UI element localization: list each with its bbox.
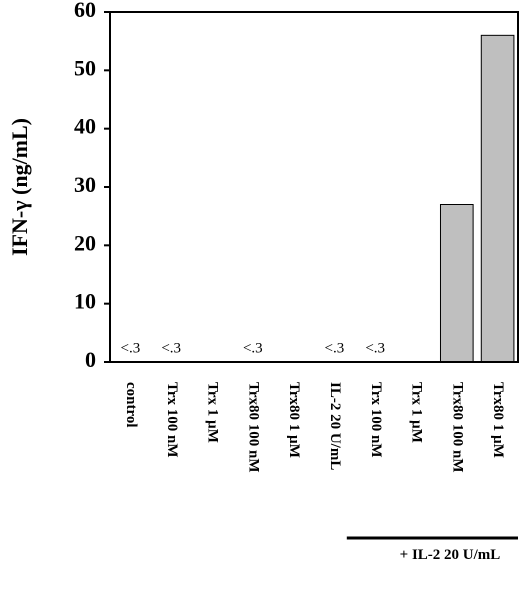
x-tick-label: Trx80 1 µM [490,382,506,458]
bar [480,34,515,363]
x-tick-label: Trx80 100 nM [449,382,465,473]
x-tick-label: Trx 1 µM [205,382,221,443]
x-tick-label: Trx 100 nM [368,382,384,458]
value-label: <.3 [365,340,385,356]
x-tick-label: Trx 100 nM [164,382,180,458]
y-tick-label: 50 [74,55,96,80]
group-label: + IL-2 20 U/mL [399,547,501,563]
x-tick-label: control [123,382,139,428]
y-tick-label: 30 [74,172,96,197]
y-tick-label: 40 [74,114,96,139]
plot-frame [109,11,519,363]
value-label: <.3 [325,340,345,356]
bar [439,204,474,363]
x-tick-label: IL-2 20 U/mL [327,382,343,470]
y-tick-label: 60 [74,0,96,22]
value-label: <.3 [243,340,263,356]
value-label: <.3 [161,340,181,356]
y-tick-label: 20 [74,230,96,255]
x-tick-label: Trx80 100 nM [245,382,261,473]
y-tick-label: 10 [74,289,96,314]
x-tick-label: Trx80 1 µM [286,382,302,458]
x-tick-label: Trx 1 µM [409,382,425,443]
value-label: <.3 [121,340,141,356]
y-tick-label: 0 [85,347,96,372]
y-axis-label: IFN-γ (ng/mL) [7,118,32,256]
